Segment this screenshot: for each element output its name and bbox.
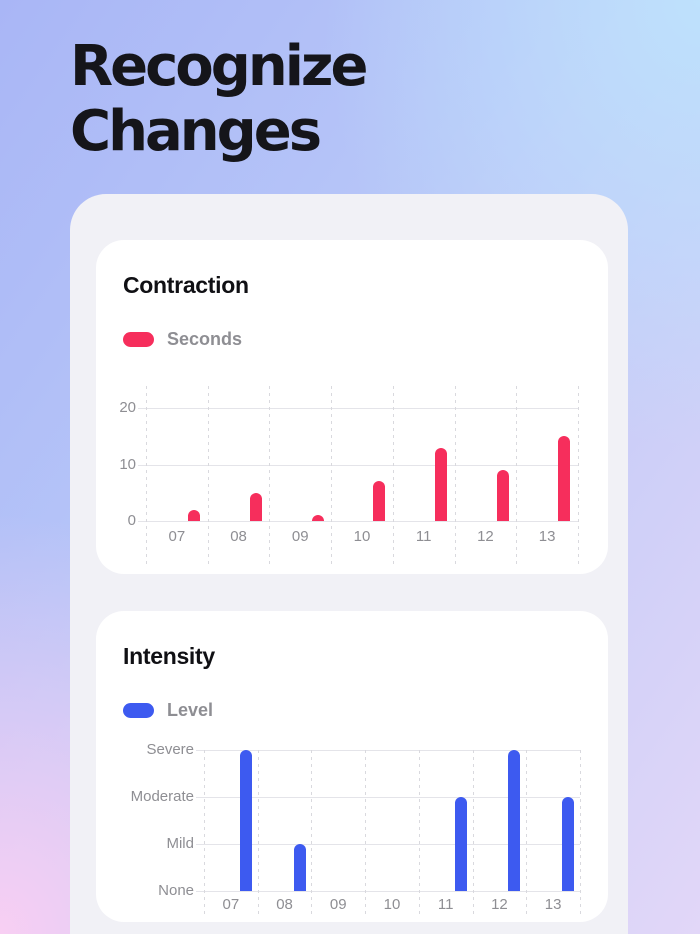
gridline-None xyxy=(196,891,580,892)
card-contraction: Contraction Seconds 0 10 20 07 08 09 10 11 12 13 xyxy=(96,240,608,574)
bar-07 xyxy=(188,509,201,521)
contraction-legend: Seconds xyxy=(123,329,242,349)
bar-12 xyxy=(508,750,521,891)
bar-10 xyxy=(373,481,386,521)
y-axis-label-Moderate: Moderate xyxy=(130,788,194,805)
legend-swatch-seconds xyxy=(123,331,154,347)
card-intensity: Intensity Level None Mild Moderate Severe 07… xyxy=(96,611,608,922)
vertical-gridline-0 xyxy=(204,750,205,915)
x-axis-label-10: 10 xyxy=(383,896,401,913)
contraction-bar-chart: 0 10 20 07 08 09 10 11 12 13 xyxy=(96,240,608,574)
x-axis-label-12: 12 xyxy=(477,528,494,545)
vertical-gridline-3 xyxy=(331,386,333,568)
x-axis-label-13: 13 xyxy=(538,528,556,545)
intensity-legend: Level xyxy=(123,700,213,720)
x-axis-label-11: 11 xyxy=(437,896,454,913)
y-axis-label-10: 10 xyxy=(119,455,136,473)
vertical-gridline-5 xyxy=(454,386,456,568)
gridline-10 xyxy=(138,464,578,466)
gridline-20 xyxy=(138,408,578,409)
bar-09 xyxy=(311,515,324,521)
x-axis-label-13: 13 xyxy=(544,896,562,913)
vertical-gridline-1 xyxy=(257,750,259,915)
vertical-gridline-2 xyxy=(311,750,313,915)
page-title-line-1: Recognize xyxy=(70,34,368,99)
bar-13 xyxy=(562,797,575,891)
contraction-card-title: Contraction xyxy=(123,272,249,298)
gridline-Severe xyxy=(196,750,580,751)
x-axis-label-08: 08 xyxy=(276,896,293,913)
legend-swatch-level xyxy=(123,702,154,718)
gridline-Mild xyxy=(196,844,580,845)
x-axis-label-12: 12 xyxy=(491,896,508,913)
legend-label-level: Level xyxy=(167,699,214,720)
vertical-gridline-3 xyxy=(365,750,367,915)
vertical-gridline-6 xyxy=(526,750,528,915)
page-title: Recognize Changes xyxy=(70,34,368,164)
y-axis-label-None: None xyxy=(158,882,194,899)
x-axis-label-07: 07 xyxy=(168,528,186,545)
bar-07 xyxy=(239,750,252,891)
y-axis-label-Severe: Severe xyxy=(146,741,194,758)
x-axis-label-08: 08 xyxy=(230,528,247,545)
vertical-gridline-7 xyxy=(578,386,579,568)
bar-13 xyxy=(558,436,571,521)
y-axis-label-20: 20 xyxy=(119,399,136,416)
intensity-card-title: Intensity xyxy=(123,643,215,669)
intensity-bar-chart: None Mild Moderate Severe 07 08 09 10 11 12 13 xyxy=(96,611,608,922)
gridline-Moderate xyxy=(196,797,580,798)
vertical-gridline-5 xyxy=(472,750,474,915)
y-axis-label-Mild: Mild xyxy=(166,835,194,852)
bar-12 xyxy=(496,470,509,521)
bar-08 xyxy=(293,844,306,891)
bar-08 xyxy=(249,492,262,521)
bar-11 xyxy=(454,797,467,891)
vertical-gridline-4 xyxy=(418,750,420,915)
y-axis-label-0: 0 xyxy=(127,512,136,529)
vertical-gridline-0 xyxy=(146,386,147,568)
x-axis-label-07: 07 xyxy=(222,896,240,913)
vertical-gridline-4 xyxy=(392,386,394,568)
vertical-gridline-2 xyxy=(269,386,271,568)
gridline-0 xyxy=(138,521,578,522)
vertical-gridline-1 xyxy=(207,386,209,568)
vertical-gridline-6 xyxy=(516,386,518,568)
vertical-gridline-7 xyxy=(580,750,581,915)
x-axis-label-09: 09 xyxy=(329,896,347,913)
x-axis-label-10: 10 xyxy=(353,528,371,545)
x-axis-label-09: 09 xyxy=(291,528,309,545)
x-axis-label-11: 11 xyxy=(415,528,432,545)
legend-label-seconds: Seconds xyxy=(167,328,243,349)
bar-11 xyxy=(434,447,447,521)
page-title-line-2: Changes xyxy=(70,99,322,164)
content-panel: Contraction Seconds 0 10 20 07 08 09 10 11 12 13 … xyxy=(70,194,628,934)
